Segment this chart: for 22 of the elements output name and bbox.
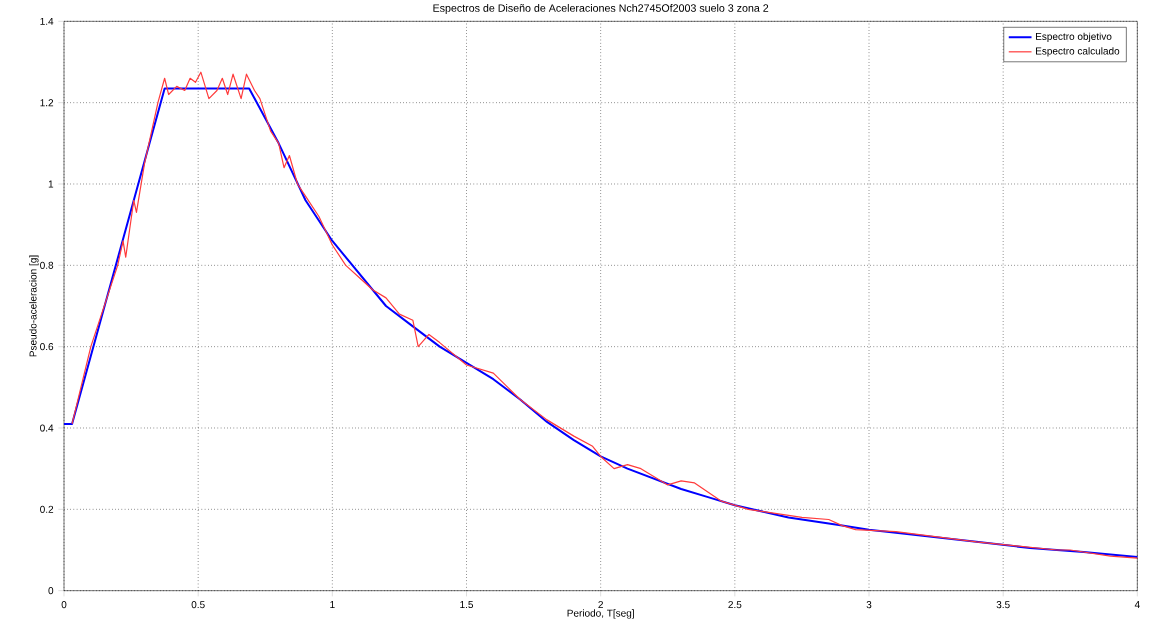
y-tick-label: 0.6: [40, 342, 54, 351]
y-tick-label: 0.2: [40, 505, 54, 513]
x-tick-label: 1.5: [460, 600, 474, 608]
x-tick-label: 2: [598, 600, 603, 608]
legend-label: Espectro objetivo: [1036, 32, 1112, 42]
y-tick-label: 1: [48, 180, 54, 188]
chart-title: Espectros de Diseño de Aceleraciones Nch2745Of2003 suelo 3 zona 2: [433, 3, 769, 14]
x-tick-label: 3: [866, 600, 872, 608]
x-tick-label: 2.5: [728, 600, 742, 608]
x-tick-label: 4: [1134, 600, 1140, 608]
y-tick-label: 1.4: [40, 17, 54, 25]
x-tick-label: 0: [61, 600, 67, 608]
x-tick-label: 3.5: [996, 600, 1010, 608]
legend-label: Espectro calculado: [1036, 47, 1120, 57]
y-tick-label: 0.4: [40, 424, 54, 432]
x-tick-label: 0.5: [191, 600, 205, 608]
y-tick-label: 1.2: [40, 99, 54, 106]
x-axis-title: Periodo, T[seg]: [567, 609, 634, 619]
y-tick-label: 0.8: [40, 261, 54, 269]
x-tick-label: 1: [330, 600, 335, 608]
y-axis-title: Pseudo-aceleracion [g]: [29, 255, 39, 357]
y-tick-label: 0: [48, 586, 54, 595]
